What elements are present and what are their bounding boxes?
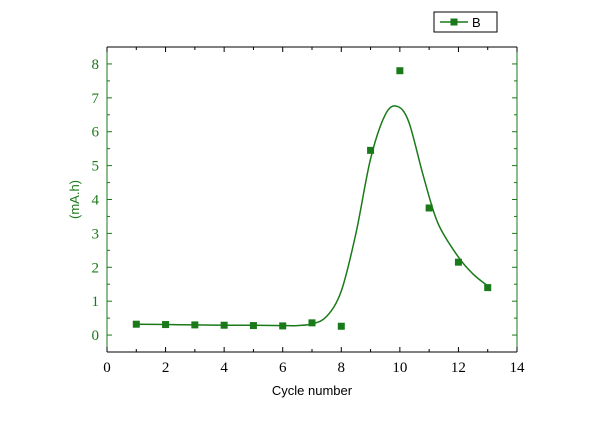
data-point bbox=[425, 204, 433, 212]
data-point bbox=[484, 284, 492, 292]
data-point bbox=[367, 146, 375, 154]
y-tick-label: 6 bbox=[92, 125, 100, 141]
y-tick-label: 3 bbox=[92, 226, 100, 242]
y-tick-label: 4 bbox=[92, 193, 100, 209]
y-tick-label: 8 bbox=[92, 57, 100, 73]
x-tick-label: 6 bbox=[279, 360, 287, 376]
data-point bbox=[279, 322, 287, 330]
y-tick-label: 5 bbox=[92, 159, 100, 175]
x-axis-title: Cycle number bbox=[272, 383, 353, 398]
data-point bbox=[162, 321, 170, 329]
y-tick-label: 0 bbox=[92, 328, 100, 344]
data-point bbox=[132, 320, 140, 328]
x-tick-label: 2 bbox=[162, 360, 170, 376]
x-tick-label: 0 bbox=[103, 360, 111, 376]
x-tick-label: 14 bbox=[510, 360, 526, 376]
legend: B bbox=[433, 11, 498, 33]
data-point bbox=[220, 321, 228, 329]
data-point bbox=[396, 67, 404, 75]
x-tick-label: 8 bbox=[338, 360, 346, 376]
x-tick-label: 4 bbox=[220, 360, 228, 376]
data-point bbox=[249, 322, 257, 330]
data-point bbox=[308, 319, 316, 327]
series-fit-curve bbox=[136, 105, 489, 327]
y-tick-label: 7 bbox=[92, 91, 100, 107]
legend-marker bbox=[450, 18, 458, 26]
x-tick-label: 12 bbox=[451, 360, 466, 376]
y-tick-label: 1 bbox=[92, 294, 100, 310]
legend-label: B bbox=[472, 15, 481, 30]
plot-area bbox=[132, 67, 492, 330]
data-point bbox=[454, 258, 462, 266]
data-point bbox=[337, 322, 345, 330]
x-tick-label: 10 bbox=[392, 360, 407, 376]
y-tick-label: 2 bbox=[92, 260, 100, 276]
y-axis-title: (mA.h) bbox=[67, 180, 82, 219]
data-point bbox=[191, 321, 199, 329]
